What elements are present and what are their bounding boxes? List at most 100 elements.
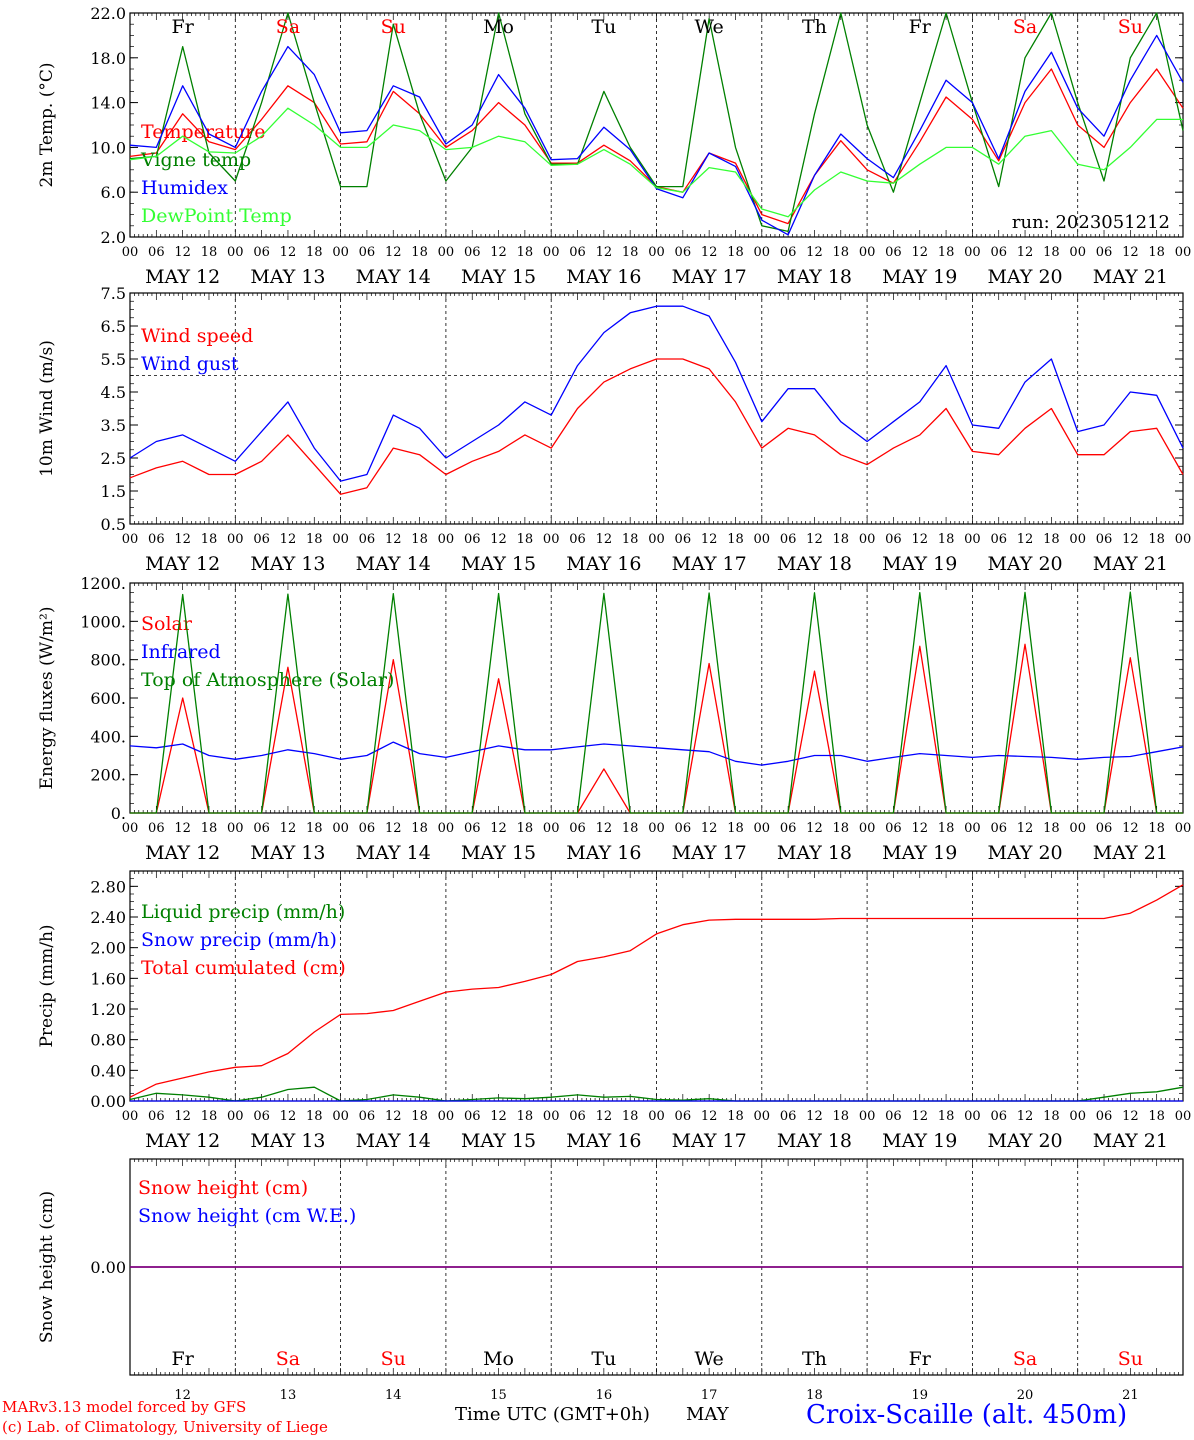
panel-3-date-label: MAY 13 xyxy=(250,1130,325,1152)
panel-0-x-hour-label: 06 xyxy=(464,245,481,260)
panel-2-y-axis-title: Energy fluxes (W/m²) xyxy=(37,607,57,790)
panel-4-y-tick-label: 0.00 xyxy=(90,1258,126,1277)
panel-3-x-hour-label-end: 00 xyxy=(1175,1109,1192,1124)
panel-1-x-hour-label: 12 xyxy=(385,532,402,547)
panel-4-legend-0: Snow height (cm) xyxy=(138,1177,308,1199)
panel-2-x-hour-label: 18 xyxy=(411,821,428,836)
bottom-day-number: 13 xyxy=(280,1388,297,1403)
panel-1-x-hour-label: 18 xyxy=(622,532,639,547)
panel-0-x-hour-label: 18 xyxy=(833,245,850,260)
panel-2-x-hour-label: 06 xyxy=(253,821,270,836)
panel-3-y-tick-label: 0.40 xyxy=(90,1061,126,1080)
panel-1-x-hour-label: 12 xyxy=(1017,532,1034,547)
panel-0-date-label: MAY 15 xyxy=(461,266,536,288)
panel-1-x-hour-label: 00 xyxy=(438,532,455,547)
panel-1-x-hour-label: 00 xyxy=(227,532,244,547)
panel-0-x-hour-label: 12 xyxy=(385,245,402,260)
panel-0-x-hour-label: 00 xyxy=(754,245,771,260)
panel-1-x-hour-label: 12 xyxy=(1122,532,1139,547)
panel-2-x-hour-label: 12 xyxy=(596,821,613,836)
panel-2-x-hour-label: 12 xyxy=(701,821,718,836)
panel-0-x-hour-label: 06 xyxy=(675,245,692,260)
panel-3-x-hour-label: 12 xyxy=(280,1109,297,1124)
panel-0-x-hour-label: 00 xyxy=(332,245,349,260)
panel-2-x-hour-label: 00 xyxy=(227,821,244,836)
panel-1-date-label: MAY 14 xyxy=(356,553,431,575)
panel-1-x-hour-label: 06 xyxy=(675,532,692,547)
panel-2-x-hour-label: 12 xyxy=(806,821,823,836)
run-annotation: run: 2023051212 xyxy=(1012,212,1170,233)
panel-0-x-hour-label: 00 xyxy=(859,245,876,260)
panel-0-date-label: MAY 21 xyxy=(1093,266,1168,288)
panel-3-x-hour-label: 06 xyxy=(780,1109,797,1124)
panel-0-x-hour-label: 06 xyxy=(885,245,902,260)
panel-0-x-hour-label: 12 xyxy=(280,245,297,260)
panel-3-date-label: MAY 20 xyxy=(987,1130,1062,1152)
panel-1-x-hour-label: 18 xyxy=(727,532,744,547)
panel-3-x-hour-label: 18 xyxy=(411,1109,428,1124)
bottom-weekday-label: Mo xyxy=(483,1348,514,1370)
footer-credit-text: (c) Lab. of Climatology, University of L… xyxy=(2,1418,328,1436)
panel-0-date-label: MAY 18 xyxy=(777,266,852,288)
panel-2-x-hour-label: 00 xyxy=(859,821,876,836)
panel-0-y-tick-label: 18.0 xyxy=(90,49,126,68)
panel-1-x-hour-label: 06 xyxy=(780,532,797,547)
panel-1-x-hour-label: 00 xyxy=(543,532,560,547)
panel-1-y-tick-label: 3.5 xyxy=(101,416,126,435)
panel-0-legend-2: Humidex xyxy=(141,177,228,199)
panel-1-x-hour-label: 18 xyxy=(833,532,850,547)
panel-1-x-hour-label: 06 xyxy=(359,532,376,547)
panel-1-x-hour-label: 06 xyxy=(148,532,165,547)
panel-3-x-hour-label: 00 xyxy=(859,1109,876,1124)
panel-0-y-tick-label: 14.0 xyxy=(90,94,126,113)
panel-0-y-tick-label: 10.0 xyxy=(90,138,126,157)
panel-1-series-1-line xyxy=(129,305,1184,482)
panel-1-x-hour-label: 06 xyxy=(569,532,586,547)
panel-1-x-hour-label: 18 xyxy=(1043,532,1060,547)
panel-1-x-hour-label: 00 xyxy=(648,532,665,547)
panel-3-date-label: MAY 16 xyxy=(566,1130,641,1152)
panel-0-x-hour-label-end: 00 xyxy=(1175,245,1192,260)
bottom-day-number: 15 xyxy=(490,1388,507,1403)
panel-0-legend-1: Vigne temp xyxy=(140,149,251,171)
panel-3-x-hour-label: 00 xyxy=(648,1109,665,1124)
panel-3-x-hour-label: 06 xyxy=(569,1109,586,1124)
panel-2-x-hour-label: 12 xyxy=(1017,821,1034,836)
panel-3-legend-0: Liquid precip (mm/h) xyxy=(141,901,345,923)
panel-1-date-label: MAY 20 xyxy=(987,553,1062,575)
bottom-day-number: 12 xyxy=(174,1388,191,1403)
panel-3-x-hour-label: 18 xyxy=(201,1109,218,1124)
panel-2-x-hour-label: 12 xyxy=(385,821,402,836)
panel-0-date-label: MAY 16 xyxy=(566,266,641,288)
panel-0-x-hour-label: 12 xyxy=(911,245,928,260)
panel-0-date-label: MAY 12 xyxy=(145,266,220,288)
panel-1-legend-0: Wind speed xyxy=(141,325,253,347)
panel-0-y-tick-label: 2.0 xyxy=(101,228,126,247)
panel-0-x-hour-label: 00 xyxy=(648,245,665,260)
panel-1-x-hour-label: 12 xyxy=(490,532,507,547)
panel-2-x-hour-label: 06 xyxy=(780,821,797,836)
panel-2-x-hour-label: 18 xyxy=(833,821,850,836)
panel-3-x-hour-label: 12 xyxy=(490,1109,507,1124)
bottom-weekday-label: Fr xyxy=(909,1348,932,1370)
top-weekday-label: Th xyxy=(802,16,827,38)
panel-1-x-hour-label: 18 xyxy=(411,532,428,547)
panel-1-date-label: MAY 17 xyxy=(672,553,747,575)
panel-0-x-hour-label: 12 xyxy=(701,245,718,260)
panel-0-legend-3: DewPoint Temp xyxy=(141,205,292,227)
panel-2-x-hour-label: 06 xyxy=(885,821,902,836)
panel-2-date-label: MAY 17 xyxy=(672,842,747,864)
panel-3-date-label: MAY 12 xyxy=(145,1130,220,1152)
panel-1-y-tick-label: 1.5 xyxy=(101,482,126,501)
panel-1-y-tick-label: 5.5 xyxy=(101,350,126,369)
top-weekday-label: Fr xyxy=(909,16,932,38)
panel-3-legend-2: Total cumulated (cm) xyxy=(141,957,346,979)
panel-3-date-label: MAY 19 xyxy=(882,1130,957,1152)
panel-3-x-hour-label: 18 xyxy=(306,1109,323,1124)
panel-2-x-hour-label: 18 xyxy=(306,821,323,836)
panel-0-x-hour-label: 12 xyxy=(806,245,823,260)
panel-2-x-hour-label: 00 xyxy=(122,821,139,836)
panel-2-y-tick-label: 200. xyxy=(90,766,126,785)
panel-0-x-hour-label: 06 xyxy=(253,245,270,260)
panel-0-x-hour-label: 00 xyxy=(543,245,560,260)
